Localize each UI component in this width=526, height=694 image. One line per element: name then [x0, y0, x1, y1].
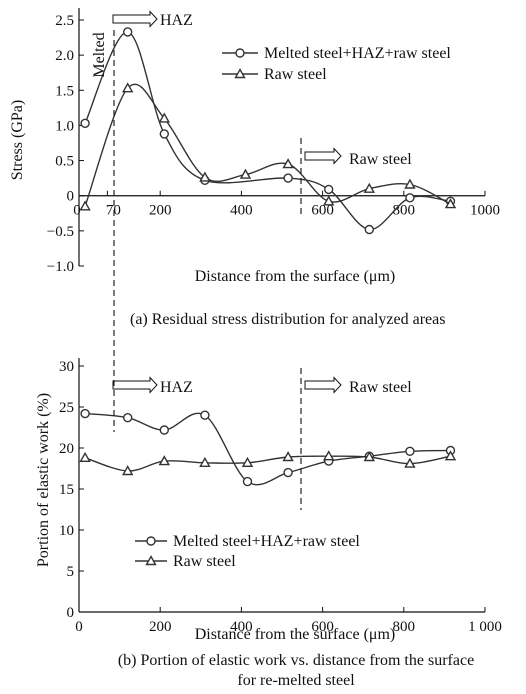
chart-b-series-2-point: [363, 451, 375, 462]
chart-a-annotation-haz: HAZ: [160, 12, 193, 29]
chart-a-ylabel: Stress (GPa): [9, 100, 26, 180]
chart-b-annotation-raw-steel: Raw steel: [349, 379, 412, 396]
chart-b-series-2-point: [241, 456, 254, 467]
chart-a-series-2-point: [444, 198, 457, 209]
chart-a-series-2-point: [158, 112, 170, 123]
chart-a-x-tick-label: 200: [149, 203, 172, 219]
chart-a-y-tick-label: −1.0: [47, 259, 74, 275]
chart-b-y-tick-label: 0: [67, 605, 75, 621]
chart-a-series-1-point: [122, 27, 133, 37]
chart-a-xlabel: Distance from the surface (μm): [195, 268, 396, 285]
chart-b-series-1-point: [200, 410, 210, 420]
chart-b-series-1-point: [242, 476, 253, 487]
chart-b-series-2-point: [282, 451, 294, 462]
chart-b-caption-line-2: for re-melted steel: [237, 672, 355, 689]
chart-b-haz-arrow-icon: [112, 376, 158, 394]
chart-b-y-tick-label: 25: [59, 400, 74, 416]
chart-a-series-2-point: [79, 200, 91, 211]
chart-b-caption-line-1: (b) Portion of elastic work vs. distance…: [118, 652, 474, 669]
chart-a-series-1-point: [159, 129, 170, 139]
chart-a-y-tick-label: 0: [67, 189, 75, 205]
chart-a-series-2-point: [404, 178, 416, 189]
chart-a-legend: Melted steel+HAZ+raw steel Raw steel: [222, 45, 451, 83]
chart-b-series-1-point: [80, 408, 90, 419]
chart-a-y-tick-label: 2.0: [55, 48, 74, 64]
chart-b-x-tick-label: 800: [393, 619, 416, 635]
chart-a-series-2-line: [84, 83, 451, 207]
chart-a-y-tick-label: −0.5: [47, 224, 74, 240]
chart-a-raw-steel-arrow-icon: [304, 147, 342, 165]
legend-b-triangle-icon: [145, 555, 157, 566]
chart-a-x-tick-label: 1000: [470, 203, 500, 219]
chart-b-y-tick-label: 10: [59, 523, 74, 539]
legend-a-triangle-icon: [234, 68, 246, 79]
chart-b-series-2-point: [199, 456, 211, 467]
chart-b-x-tick-label: 400: [230, 619, 253, 635]
chart-b-x-tick-label: 1 000: [468, 619, 502, 635]
chart-b-xlabel: Distance from the surface (μm): [195, 626, 396, 643]
chart-b-series-2-point: [323, 450, 335, 461]
chart-a-x-tick-label: 0: [73, 203, 81, 219]
chart-a-series-2-point: [282, 158, 294, 169]
chart-a-series-2-point: [239, 168, 252, 179]
chart-a-legend-series-2: Raw steel: [264, 66, 327, 83]
chart-a-y-tick-label: 1.5: [55, 83, 74, 99]
chart-a-series-1-point: [364, 224, 374, 235]
chart-b-series-2-point: [79, 451, 91, 462]
chart-a-series-2-point: [199, 171, 211, 182]
chart-b-ylabel: Portion of elastic work (%): [35, 393, 52, 567]
chart-b-series-1-point: [122, 413, 133, 423]
chart-b-legend: Melted steel+HAZ+raw steel Raw steel: [135, 533, 360, 570]
chart-a-x-tick-label: 400: [230, 203, 253, 219]
chart-b-x-tick-label: 200: [149, 619, 172, 635]
chart-a-legend-series-1: Melted steel+HAZ+raw steel: [264, 45, 451, 62]
chart-b-y-tick-label: 20: [59, 441, 74, 457]
chart-a-series-1-point: [283, 173, 293, 183]
chart-a: 2.52.01.51.00.50−0.5−1.00702004006008001…: [9, 8, 500, 328]
chart-b-annotation-haz: HAZ: [160, 379, 193, 396]
chart-b-series-2-point: [404, 457, 416, 468]
chart-b-series-2-point: [444, 450, 457, 461]
chart-b-series-1-point: [283, 467, 293, 478]
chart-b-y-tick-label: 15: [59, 482, 74, 498]
chart-a-series-2-point: [122, 82, 134, 93]
chart-b-marks: 30 25 20 15 10 5 00 200 400 600 800 1 000: [59, 358, 502, 635]
chart-a-series-1-point: [324, 184, 334, 195]
chart-b-raw-steel-arrow-icon: [304, 376, 342, 394]
chart-b-series-1-point: [405, 446, 415, 456]
legend-a-circle-icon: [235, 48, 245, 58]
chart-b-y-tick-label: 5: [67, 564, 75, 580]
chart-b-series-2-line: [84, 455, 451, 472]
chart-b: 30 25 20 15 10 5 00 200 400 600 800 1 000 Portion o…: [35, 358, 502, 689]
chart-a-series-1-point: [405, 193, 415, 203]
chart-b-series-2-point: [122, 465, 134, 476]
chart-a-y-tick-label: 1.0: [55, 118, 74, 134]
chart-a-haz-arrow-icon: [112, 10, 158, 28]
chart-a-y-tick-label: 0.5: [55, 154, 74, 170]
chart-a-caption: (a) Residual stress distribution for ana…: [130, 311, 445, 328]
chart-b-series-2-point: [158, 455, 170, 466]
chart-b-series-1-line: [85, 412, 451, 486]
chart-a-x-tick-label: 600: [311, 203, 334, 219]
chart-b-x-tick-label: 0: [75, 619, 83, 635]
chart-a-x-tick-label: 800: [393, 203, 416, 219]
chart-b-legend-series-2: Raw steel: [173, 553, 236, 570]
chart-a-y-tick-label: 2.5: [55, 13, 74, 29]
legend-b-circle-icon: [146, 536, 156, 546]
chart-a-series-2-point: [363, 182, 375, 193]
chart-a-annotation-raw-steel: Raw steel: [349, 151, 412, 168]
chart-b-y-tick-label: 30: [59, 359, 74, 375]
chart-a-series-1-point: [80, 118, 90, 129]
chart-a-annotation-melted: Melted: [91, 32, 108, 77]
chart-a-series-2-point: [323, 195, 335, 206]
chart-b-x-tick-label: 600: [311, 619, 334, 635]
chart-b-series-1-point: [159, 425, 170, 435]
chart-b-legend-series-1: Melted steel+HAZ+raw steel: [173, 533, 360, 550]
